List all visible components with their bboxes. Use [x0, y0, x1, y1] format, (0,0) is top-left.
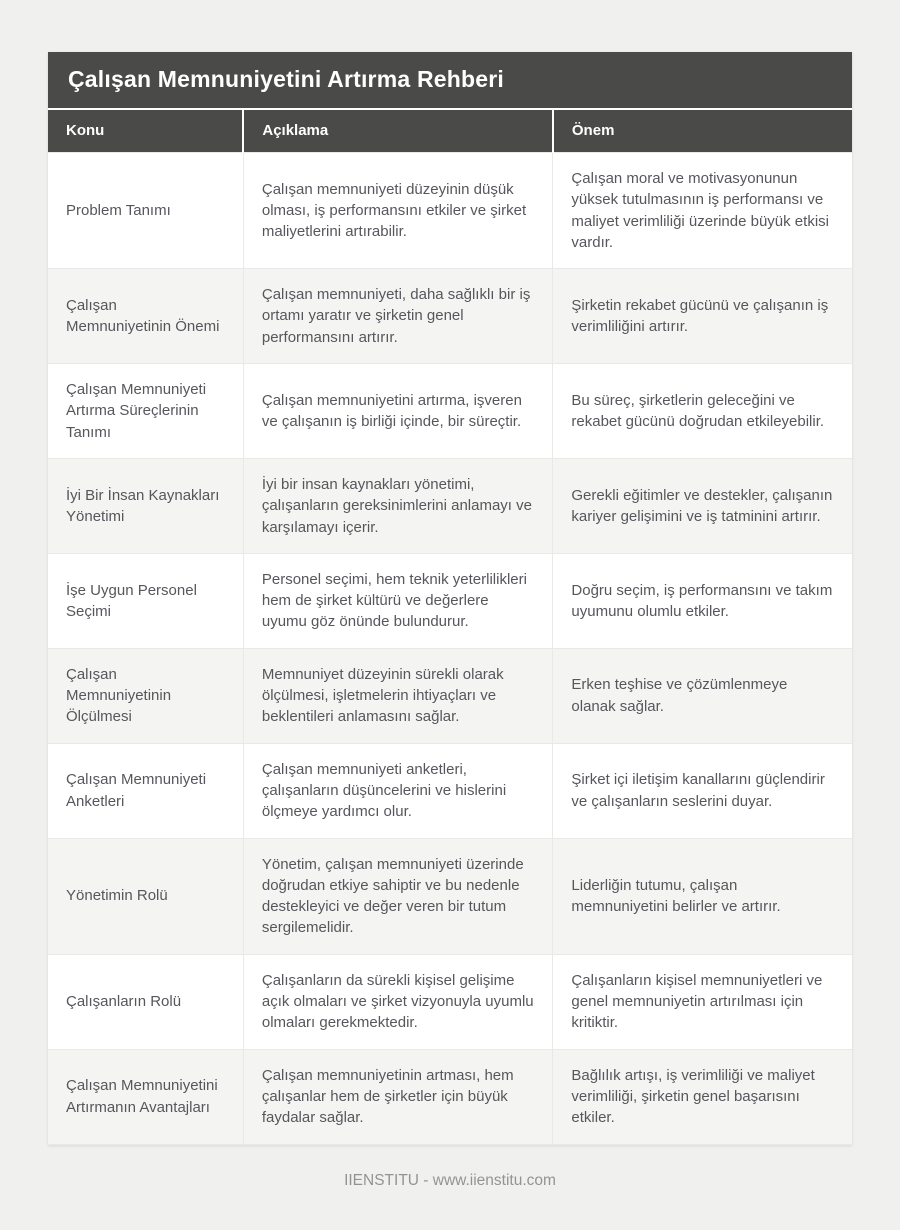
topic-cell: İyi Bir İnsan Kaynakları Yönetimi	[48, 457, 244, 554]
description-cell: Çalışan memnuniyetini artırma, işveren v…	[242, 363, 554, 459]
topic-cell: İşe Uygun Personel Seçimi	[48, 552, 244, 649]
importance-cell: Erken teşhise ve çözümlenmeye olanak sağ…	[552, 647, 852, 744]
header-row: Konu Açıklama Önem	[48, 110, 852, 153]
column-header-konu: Konu	[48, 110, 244, 153]
description-cell: Çalışan memnuniyeti, daha sağlıklı bir i…	[242, 268, 554, 365]
satisfaction-table: Konu Açıklama Önem Problem Tanımı Çalışa…	[48, 110, 852, 1145]
importance-cell: Şirketin rekabet gücünü ve çalışanın iş …	[552, 268, 852, 365]
topic-cell: Çalışanların Rolü	[48, 953, 244, 1050]
table-header: Konu Açıklama Önem	[48, 110, 852, 153]
importance-cell: Çalışan moral ve motivasyonunun yüksek t…	[552, 151, 852, 270]
description-cell: Çalışan memnuniyeti anketleri, çalışanla…	[242, 742, 554, 839]
table-row: İşe Uygun Personel Seçimi Personel seçim…	[48, 552, 852, 649]
topic-cell: Yönetimin Rolü	[48, 837, 244, 955]
importance-cell: Liderliğin tutumu, çalışan memnuniyetini…	[552, 837, 852, 955]
description-cell: İyi bir insan kaynakları yönetimi, çalış…	[242, 457, 554, 554]
importance-cell: Bu süreç, şirketlerin geleceğini ve reka…	[552, 363, 852, 459]
importance-cell: Doğru seçim, iş performansını ve takım u…	[552, 552, 852, 649]
topic-cell: Çalışan Memnuniyetinin Ölçülmesi	[48, 647, 244, 744]
table-body: Problem Tanımı Çalışan memnuniyeti düzey…	[48, 151, 852, 1145]
column-header-onem: Önem	[551, 110, 852, 153]
topic-cell: Çalışan Memnuniyeti Artırma Süreçlerinin…	[48, 363, 244, 459]
column-header-aciklama: Açıklama	[242, 110, 553, 153]
table-row: Problem Tanımı Çalışan memnuniyeti düzey…	[48, 151, 852, 270]
table-row: Çalışan Memnuniyeti Anketleri Çalışan me…	[48, 742, 852, 839]
page-title: Çalışan Memnuniyetini Artırma Rehberi	[48, 52, 852, 110]
importance-cell: Gerekli eğitimler ve destekler, çalışanı…	[552, 457, 852, 554]
table-row: Yönetimin Rolü Yönetim, çalışan memnuniy…	[48, 837, 852, 955]
description-cell: Memnuniyet düzeyinin sürekli olarak ölçü…	[242, 647, 554, 744]
description-cell: Yönetim, çalışan memnuniyeti üzerinde do…	[242, 837, 554, 955]
guide-card: Çalışan Memnuniyetini Artırma Rehberi Ko…	[48, 52, 852, 1145]
topic-cell: Çalışan Memnuniyeti Anketleri	[48, 742, 244, 839]
description-cell: Çalışanların da sürekli kişisel gelişime…	[242, 953, 554, 1050]
topic-cell: Çalışan Memnuniyetinin Önemi	[48, 268, 244, 365]
importance-cell: Çalışanların kişisel memnuniyetleri ve g…	[552, 953, 852, 1050]
importance-cell: Şirket içi iletişim kanallarını güçlendi…	[552, 742, 852, 839]
table-row: Çalışan Memnuniyetinin Ölçülmesi Memnuni…	[48, 647, 852, 744]
table-row: İyi Bir İnsan Kaynakları Yönetimi İyi bi…	[48, 457, 852, 554]
importance-cell: Bağlılık artışı, iş verimliliği ve maliy…	[552, 1048, 852, 1145]
table-row: Çalışan Memnuniyetinin Önemi Çalışan mem…	[48, 268, 852, 365]
footer-credit: IIENSTITU - www.iienstitu.com	[344, 1171, 556, 1189]
table-row: Çalışan Memnuniyeti Artırma Süreçlerinin…	[48, 363, 852, 459]
table-row: Çalışan Memnuniyetini Artırmanın Avantaj…	[48, 1048, 852, 1145]
table-row: Çalışanların Rolü Çalışanların da sürekl…	[48, 953, 852, 1050]
description-cell: Çalışan memnuniyetinin artması, hem çalı…	[242, 1048, 554, 1145]
topic-cell: Çalışan Memnuniyetini Artırmanın Avantaj…	[48, 1048, 244, 1145]
topic-cell: Problem Tanımı	[48, 151, 244, 270]
description-cell: Personel seçimi, hem teknik yeterlilikle…	[242, 552, 554, 649]
description-cell: Çalışan memnuniyeti düzeyinin düşük olma…	[242, 151, 554, 270]
